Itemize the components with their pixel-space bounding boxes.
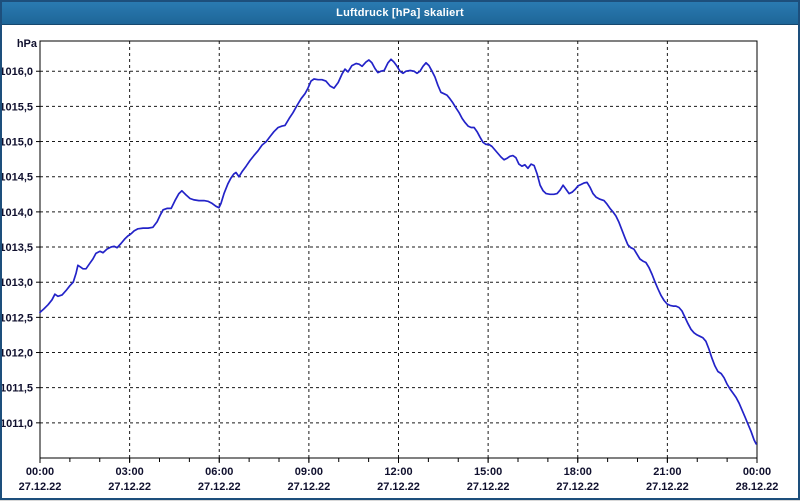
x-tick-time-label: 15:00 (474, 466, 502, 478)
plot-border (39, 40, 758, 459)
y-tick-label: 1014,0 (2, 207, 33, 219)
x-tick-date-label: 27.12.22 (556, 481, 599, 493)
y-tick-label: 1015,5 (2, 101, 33, 113)
x-tick-date-label: 27.12.22 (377, 481, 420, 493)
y-tick-label: 1013,0 (2, 277, 33, 289)
x-tick-date-label: 27.12.22 (198, 481, 241, 493)
window-title: Luftdruck [hPa] skaliert (336, 7, 464, 19)
x-tick-time-label: 06:00 (205, 466, 233, 478)
chart-area: 1016,0 1015,5 1015,0 1014,5 1014,0 1013,5 1013… (2, 25, 798, 499)
x-tick-date-label: 28.12.22 (736, 481, 779, 493)
y-tick-label: 1014,5 (2, 172, 33, 184)
x-tick-date-label: 27.12.22 (467, 481, 510, 493)
pressure-chart: 1016,0 1015,5 1015,0 1014,5 1014,0 1013,5 1013… (2, 38, 779, 493)
x-tick-time-label: 00:00 (743, 466, 771, 478)
x-tick-time-label: 00:00 (26, 466, 54, 478)
pressure-series-line (39, 58, 757, 445)
y-tick-label: 1011,5 (2, 383, 33, 395)
y-tick-label: 1012,5 (2, 312, 33, 324)
titlebar: Luftdruck [hPa] skaliert (2, 2, 798, 25)
y-tick-label: 1012,0 (2, 348, 33, 360)
x-tick-date-label: 27.12.22 (19, 481, 62, 493)
x-tick-time-label: 21:00 (653, 466, 681, 478)
x-tick-time-label: 12:00 (384, 466, 412, 478)
y-tick-label: 1011,0 (2, 418, 33, 430)
y-tick-label: 1016,0 (2, 66, 33, 78)
y-axis-unit-label: hPa (17, 38, 38, 50)
y-tick-label: 1013,5 (2, 242, 33, 254)
x-tick-time-label: 09:00 (295, 466, 323, 478)
x-tick-date-label: 27.12.22 (108, 481, 151, 493)
x-tick-time-label: 18:00 (564, 466, 592, 478)
y-tick-label: 1015,0 (2, 137, 33, 149)
x-tick-date-label: 27.12.22 (646, 481, 689, 493)
x-tick-date-label: 27.12.22 (287, 481, 330, 493)
x-tick-time-label: 03:00 (116, 466, 144, 478)
